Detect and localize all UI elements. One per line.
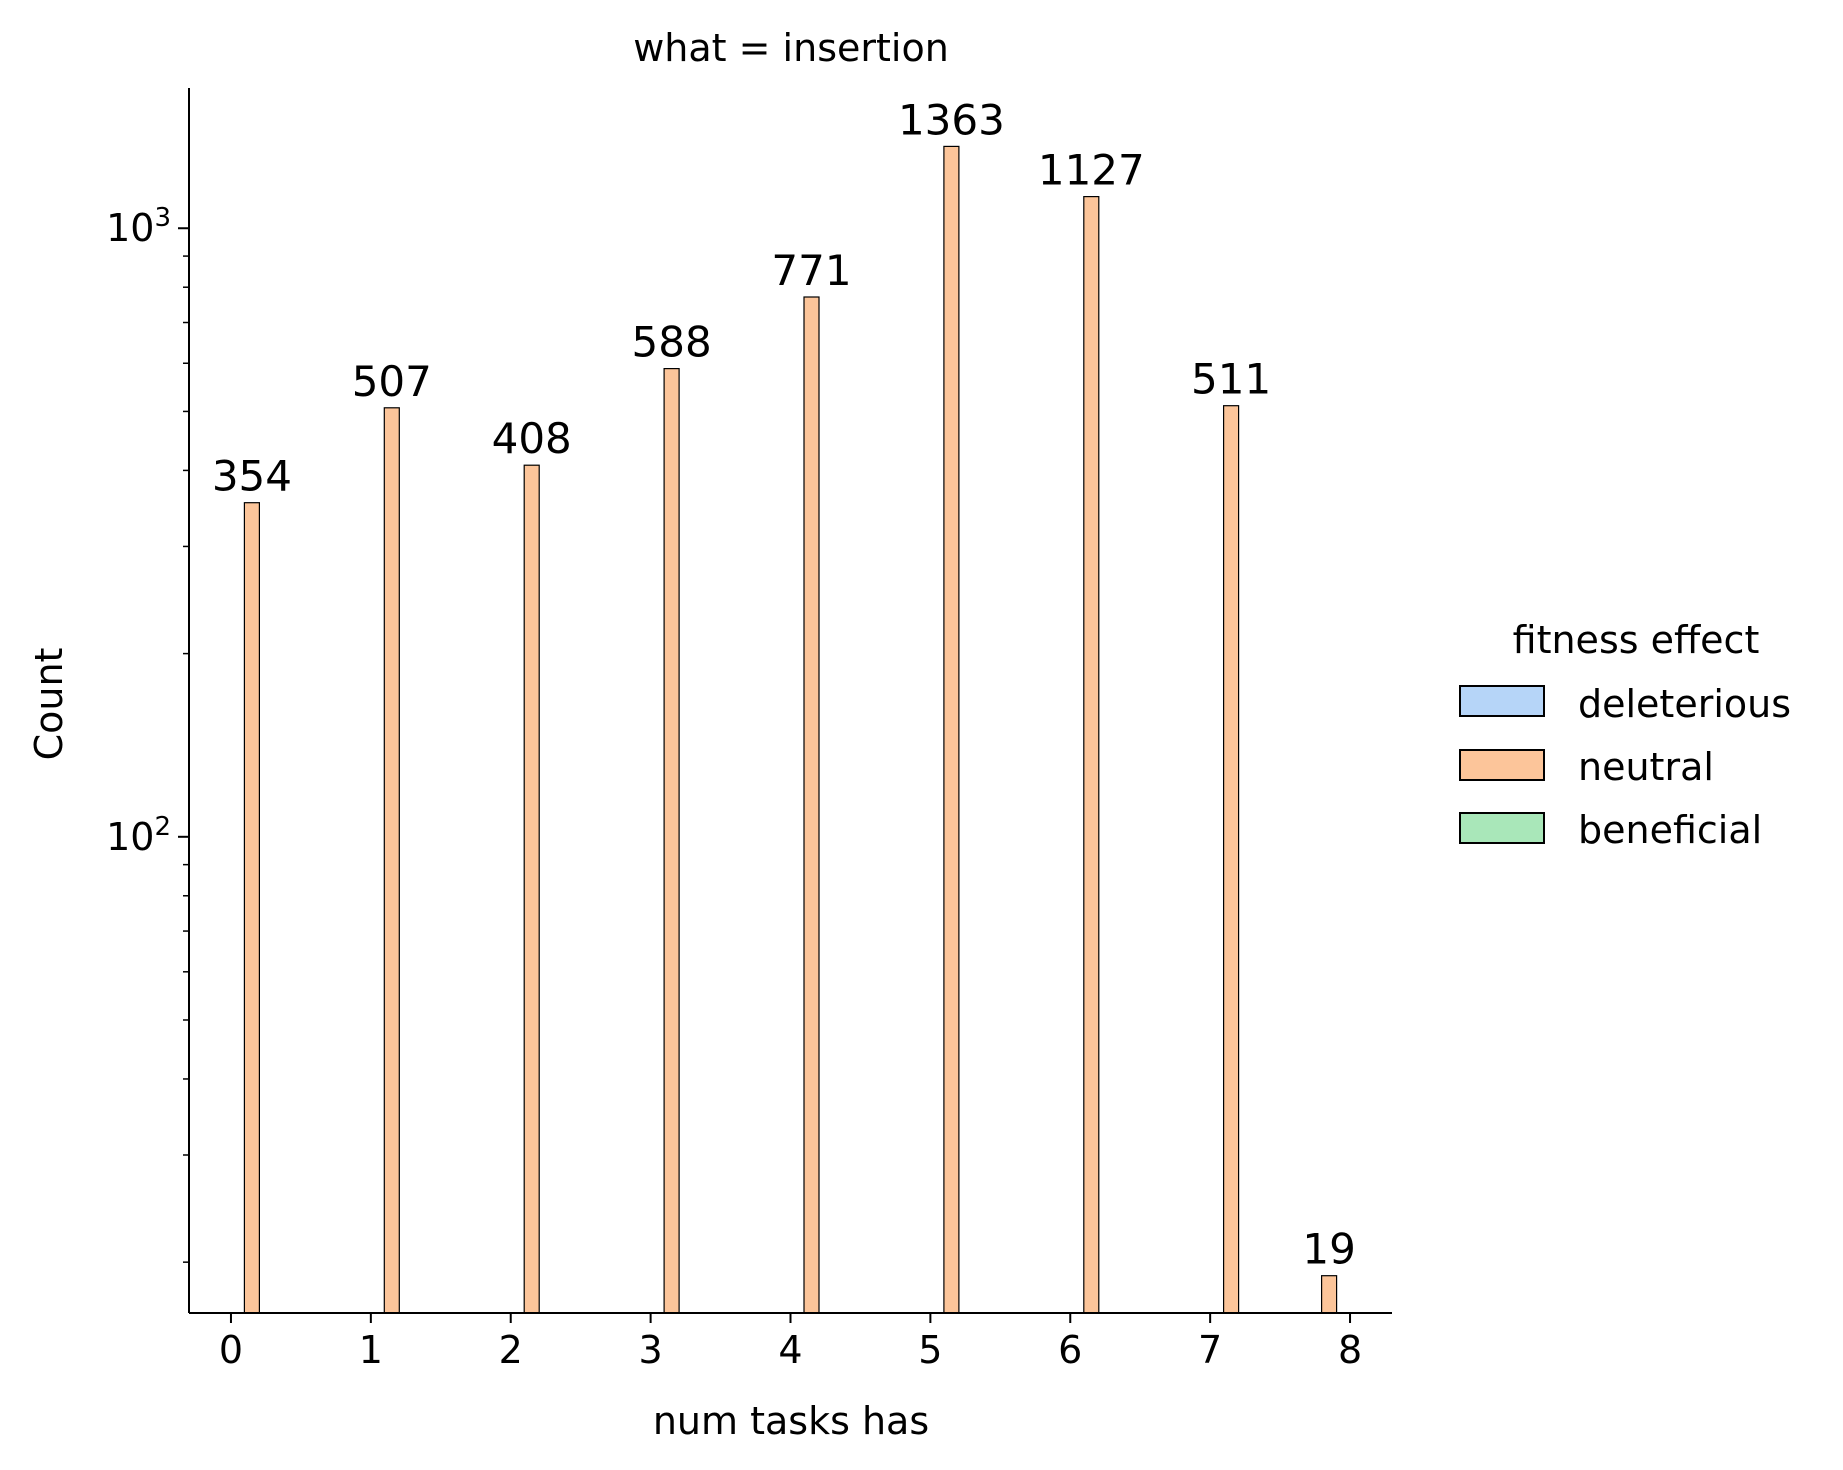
x-tick-label: 7: [1198, 1328, 1222, 1372]
bar-value-label: 354: [212, 452, 292, 501]
legend-swatch-deleterious: [1459, 685, 1545, 717]
y-axis-label: Count: [27, 648, 71, 761]
bars-layer: [243, 145, 1338, 1314]
x-tick-label: 4: [778, 1328, 802, 1372]
bar: [1320, 1275, 1338, 1314]
bar: [1222, 405, 1240, 1314]
bar-value-label: 1127: [1038, 146, 1145, 195]
bar-value-label: 408: [492, 414, 572, 463]
bar: [803, 296, 820, 1314]
bar-value-label: 511: [1191, 355, 1271, 404]
x-tick-label: 2: [499, 1328, 523, 1372]
x-tick-label: 0: [219, 1328, 243, 1372]
y-tick-label: 103: [106, 203, 171, 250]
legend-swatch-beneficial: [1459, 812, 1545, 844]
bar-value-label: 771: [771, 246, 851, 295]
bar-value-label: 19: [1302, 1225, 1355, 1274]
bar-value-label: 588: [632, 318, 712, 367]
bar: [943, 145, 960, 1314]
chart-title: what = insertion: [633, 26, 949, 70]
bar: [243, 502, 260, 1314]
legend-item-beneficial[interactable]: beneficial: [1459, 808, 1762, 852]
bar-labels-layer: 354 507 408 588 771 1363 1127 511 19: [212, 95, 1356, 1273]
legend-label-neutral: neutral: [1578, 745, 1714, 789]
legend-item-neutral[interactable]: neutral: [1459, 745, 1714, 789]
legend-label-beneficial: beneficial: [1578, 808, 1762, 852]
x-tick-label: 1: [359, 1328, 383, 1372]
legend-label-deleterious: deleterious: [1578, 682, 1791, 726]
legend-swatch-neutral: [1459, 749, 1545, 781]
bar-value-label: 1363: [898, 95, 1005, 144]
bar-value-label: 507: [352, 357, 432, 406]
x-axis-label: num tasks has: [653, 1399, 929, 1443]
x-tick-label: 6: [1058, 1328, 1082, 1372]
bar: [383, 407, 400, 1314]
bar: [663, 368, 680, 1314]
y-tick-label: 102: [106, 812, 171, 859]
legend-item-deleterious[interactable]: deleterious: [1459, 682, 1791, 726]
legend: fitness effect deleterious neutral benef…: [1459, 618, 1791, 852]
x-ticks-layer: 0 1 2 3 4 5 6 7 8: [219, 1313, 1362, 1372]
x-tick-label: 5: [918, 1328, 942, 1372]
bar: [523, 464, 540, 1314]
x-tick-label: 8: [1338, 1328, 1362, 1372]
x-tick-label: 3: [639, 1328, 663, 1372]
legend-title: fitness effect: [1513, 618, 1760, 662]
y-ticks-layer: 102 103: [106, 203, 189, 1263]
bar: [1083, 196, 1100, 1314]
